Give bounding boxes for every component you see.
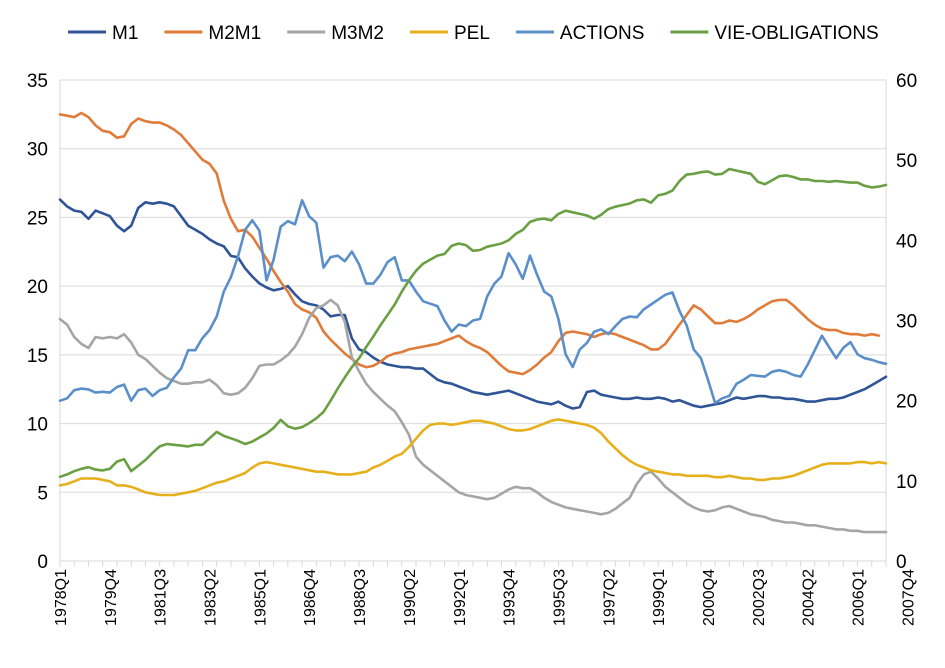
series-line-actions (58, 199, 888, 405)
legend-item-m3m2: M3M2 (287, 23, 384, 44)
legend-label: M1 (112, 23, 138, 44)
series-line-vie-obligations (58, 167, 888, 479)
x-tick-label: 1986Q4 (302, 569, 319, 626)
series-line-m1 (58, 198, 888, 410)
y-tick-label-right: 10 (896, 472, 917, 493)
y-tick-label-right: 20 (896, 392, 917, 413)
legend-item-m2m1: M2M1 (164, 23, 261, 44)
y-tick-label-left: 30 (27, 140, 48, 161)
y-tick-label-right: 40 (896, 231, 917, 252)
legend-label: M3M2 (331, 23, 384, 44)
x-tick-label: 1999Q1 (651, 569, 668, 626)
legend-item-vie-obligations: VIE-OBLIGATIONS (670, 23, 879, 44)
series-line-m3m2 (58, 298, 888, 534)
y-tick-label-left: 10 (27, 415, 48, 436)
x-tick-label: 2007Q4 (900, 569, 917, 626)
x-tick-label: 1993Q4 (502, 569, 519, 626)
legend-item-actions: ACTIONS (515, 23, 644, 44)
x-tick-label: 1997Q2 (601, 569, 618, 626)
series-line-pel (58, 418, 888, 497)
axes: 0 5 10 15 20 25 30 35 0 10 20 30 40 50 60 1978Q1 1979Q4 1… (27, 71, 918, 626)
legend-label: M2M1 (208, 23, 261, 44)
legend-label: PEL (454, 23, 490, 44)
x-tick-label: 1978Q1 (53, 569, 70, 626)
x-tick-label: 2004Q2 (801, 569, 818, 626)
x-tick-label: 2006Q1 (851, 569, 868, 626)
y-tick-label-left: 20 (27, 277, 48, 298)
y-tick-label-right: 0 (896, 552, 907, 573)
legend-item-m1: M1 (68, 23, 138, 44)
legend-label: VIE-OBLIGATIONS (714, 23, 878, 44)
x-tick-label: 2002Q3 (751, 569, 768, 626)
x-tick-label: 1983Q2 (203, 569, 220, 626)
x-tick-label: 1995Q3 (551, 569, 568, 626)
series-line-m2m1 (58, 111, 881, 376)
x-tick-label: 2000Q4 (701, 569, 718, 626)
legend-item-pel: PEL (410, 23, 490, 44)
x-tick-label: 1985Q1 (252, 569, 269, 626)
series-lines (58, 111, 888, 534)
x-tick-label: 1988Q3 (352, 569, 369, 626)
y-tick-label-right: 50 (896, 151, 917, 172)
x-tick-label: 1990Q2 (402, 569, 419, 626)
y-tick-label-left: 15 (27, 346, 48, 367)
gridlines (60, 79, 886, 562)
y-tick-label-left: 0 (37, 552, 48, 573)
y-tick-label-right: 60 (896, 71, 917, 92)
y-tick-label-left: 35 (27, 71, 48, 92)
x-tick-label: 1992Q1 (452, 569, 469, 626)
y-tick-label-left: 5 (37, 483, 48, 504)
y-tick-label-left: 25 (27, 208, 48, 229)
y-tick-label-right: 30 (896, 312, 917, 333)
x-tick-label: 1981Q3 (153, 569, 170, 626)
x-tick-label: 1979Q4 (103, 569, 120, 626)
legend: M1 M2M1 M3M2 PEL ACTIONS VIE-OBLIGATIONS (68, 23, 879, 44)
legend-label: ACTIONS (560, 23, 644, 44)
